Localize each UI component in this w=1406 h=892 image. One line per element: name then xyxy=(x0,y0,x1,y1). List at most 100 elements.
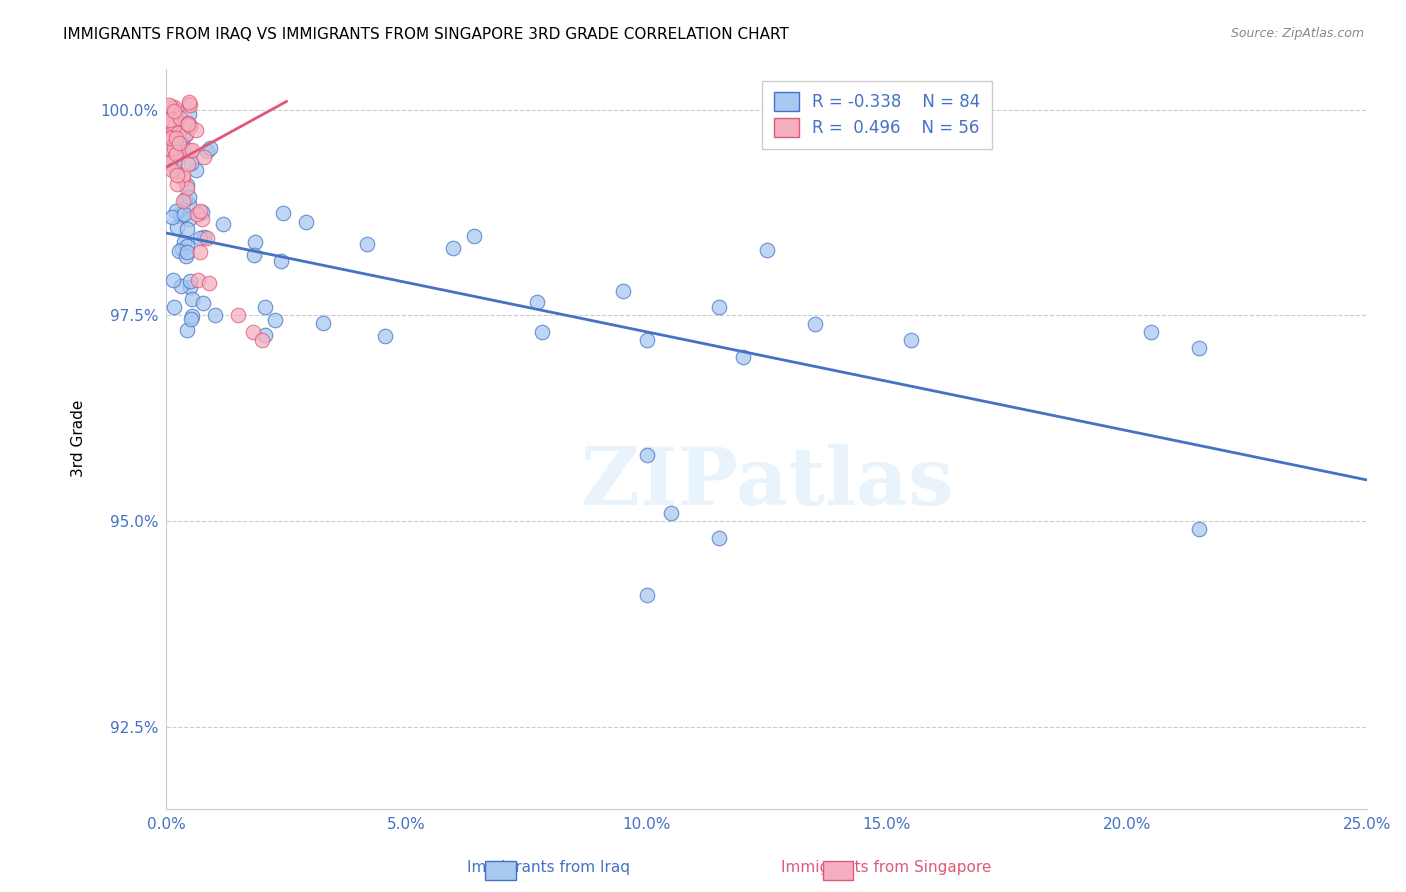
Point xyxy=(1139,325,1161,339)
Point xyxy=(172,171,194,186)
Point xyxy=(177,95,200,110)
Point xyxy=(165,143,187,157)
Point xyxy=(176,323,198,337)
Point xyxy=(636,333,658,347)
Point xyxy=(160,99,183,113)
Point xyxy=(731,350,754,364)
Point xyxy=(900,333,922,347)
Point xyxy=(271,206,294,220)
Point xyxy=(157,127,180,141)
Point xyxy=(173,235,195,249)
Point xyxy=(172,142,194,156)
Point xyxy=(270,254,292,268)
Point xyxy=(162,150,184,164)
Point xyxy=(163,141,186,155)
Point xyxy=(166,168,188,182)
Point xyxy=(252,333,274,347)
Point xyxy=(179,190,201,204)
Point xyxy=(176,181,198,195)
Point xyxy=(174,128,197,143)
Point xyxy=(707,300,730,314)
Point xyxy=(228,309,250,323)
Point xyxy=(159,153,181,168)
Point xyxy=(162,130,184,145)
Point xyxy=(174,249,197,263)
Point xyxy=(165,204,187,219)
Point xyxy=(179,196,201,211)
Point xyxy=(160,210,183,224)
Point xyxy=(169,207,191,221)
Point xyxy=(160,131,183,145)
Point xyxy=(165,155,187,169)
Point xyxy=(173,206,195,220)
Point xyxy=(163,136,186,150)
Point xyxy=(1188,522,1211,536)
Point xyxy=(526,295,548,310)
Point xyxy=(163,105,186,120)
Point xyxy=(180,310,202,324)
Text: Source: ZipAtlas.com: Source: ZipAtlas.com xyxy=(1230,27,1364,40)
Point xyxy=(374,328,396,343)
Point xyxy=(181,292,204,306)
Legend: R = -0.338    N = 84, R =  0.496    N = 56: R = -0.338 N = 84, R = 0.496 N = 56 xyxy=(762,80,993,149)
Point xyxy=(172,168,194,182)
Point xyxy=(166,219,188,234)
Point xyxy=(157,118,180,132)
Point xyxy=(170,243,193,257)
Point xyxy=(803,317,825,331)
Point xyxy=(707,531,730,545)
Text: Immigrants from Singapore: Immigrants from Singapore xyxy=(780,861,991,875)
Point xyxy=(181,143,204,157)
Point xyxy=(180,312,202,326)
Point xyxy=(163,135,186,149)
Point xyxy=(179,96,201,111)
Point xyxy=(531,325,554,339)
Point xyxy=(177,212,200,227)
Point xyxy=(165,146,187,161)
Point xyxy=(200,141,222,155)
Point xyxy=(191,204,214,219)
Point xyxy=(177,116,200,130)
Point xyxy=(1188,341,1211,355)
Point xyxy=(166,177,188,191)
Point xyxy=(170,137,193,152)
Point xyxy=(157,98,180,112)
Point xyxy=(165,164,187,178)
Point xyxy=(636,448,658,462)
Point xyxy=(179,280,201,294)
Point xyxy=(160,111,183,125)
Point xyxy=(463,229,485,244)
Point xyxy=(179,274,201,288)
Point xyxy=(197,277,219,291)
Point xyxy=(188,231,211,245)
Point xyxy=(179,119,201,133)
Point xyxy=(173,192,195,206)
Point xyxy=(163,145,186,159)
Point xyxy=(177,107,200,121)
Point xyxy=(166,126,188,140)
Point xyxy=(177,157,200,171)
Point xyxy=(190,203,212,218)
Point xyxy=(204,308,226,322)
Point xyxy=(312,316,335,330)
Point xyxy=(162,103,184,118)
Point xyxy=(184,163,207,178)
Point xyxy=(160,162,183,177)
Point xyxy=(157,156,180,170)
Point xyxy=(179,119,201,133)
Point xyxy=(253,300,276,314)
Point xyxy=(659,506,682,520)
Point xyxy=(177,117,200,131)
Point xyxy=(170,210,193,224)
Point xyxy=(163,300,186,314)
Point xyxy=(174,128,197,142)
Point xyxy=(176,222,198,236)
Point xyxy=(197,145,219,159)
Point xyxy=(166,131,188,145)
Point xyxy=(253,328,276,343)
Point xyxy=(160,119,183,133)
Point xyxy=(197,231,219,245)
Point xyxy=(167,244,190,259)
Point xyxy=(167,115,190,129)
Point xyxy=(193,150,215,164)
